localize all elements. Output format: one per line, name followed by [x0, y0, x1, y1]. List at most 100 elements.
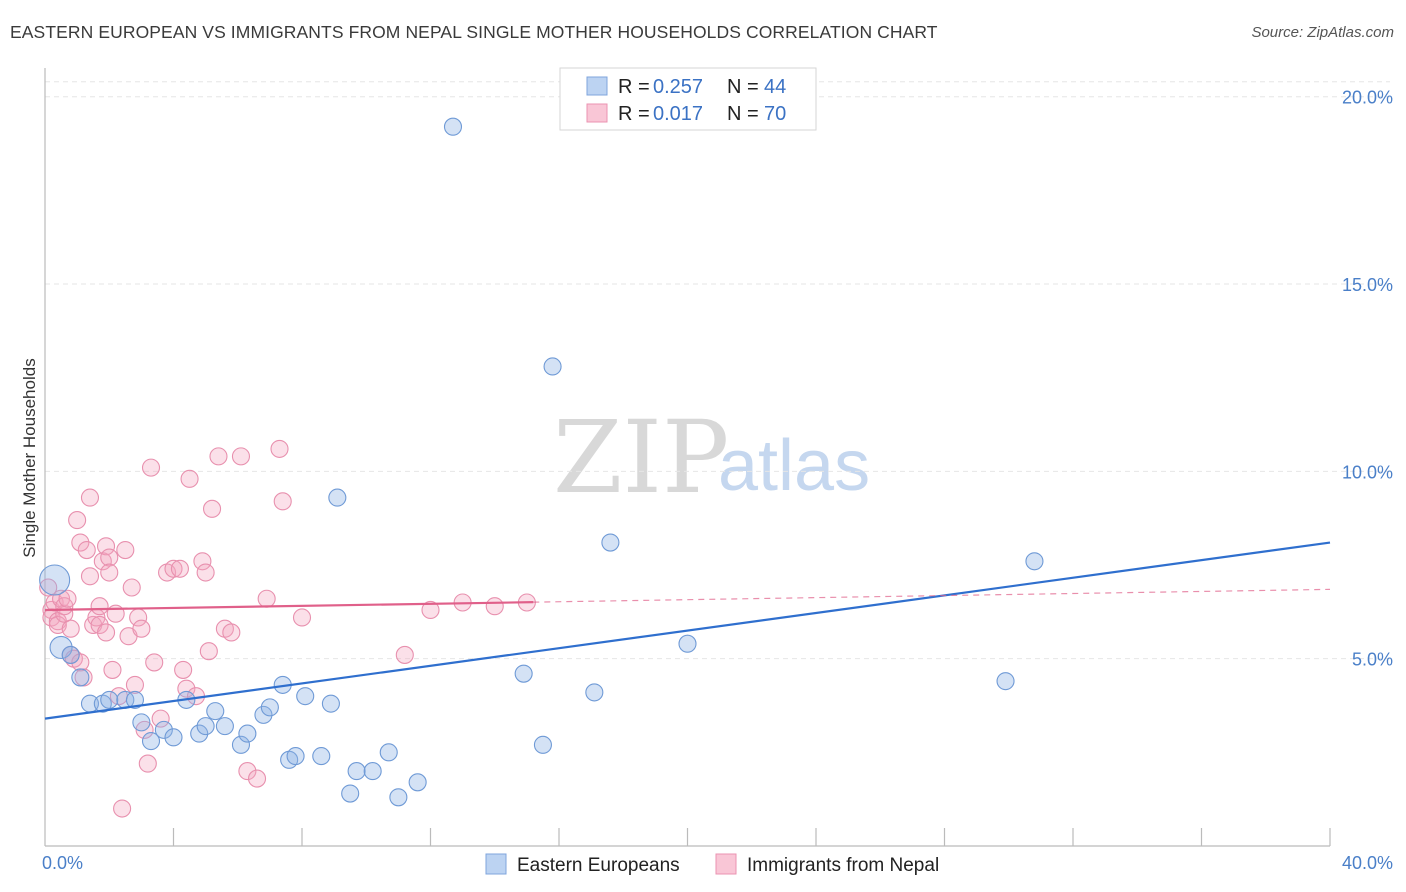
eastern-point	[196, 717, 215, 736]
eastern-trendline	[44, 541, 1331, 720]
y-axis-label: Single Mother Households	[20, 358, 39, 557]
eastern-point	[206, 702, 225, 721]
nepal-point	[138, 754, 157, 773]
x-tick-label-min: 0.0%	[42, 853, 83, 873]
nepal-point	[292, 608, 312, 627]
nepal-point	[270, 439, 289, 458]
eastern-point	[286, 747, 305, 766]
nepal-point	[174, 660, 193, 679]
eastern-point	[533, 735, 552, 754]
nepal-point	[273, 492, 292, 511]
nepal-point	[96, 623, 116, 642]
eastern-point	[132, 713, 151, 732]
nepal-point	[39, 578, 58, 597]
nepal-point	[485, 597, 504, 616]
legend-n-value-nepal: 70	[764, 103, 786, 125]
nepal-point	[193, 552, 212, 571]
nepal-point	[231, 447, 251, 466]
eastern-point	[347, 762, 366, 781]
legend-r-label-eastern: R =	[618, 76, 650, 98]
eastern-point	[254, 705, 273, 724]
nepal-point	[145, 653, 164, 672]
nepal-point	[90, 597, 109, 616]
nepal-point	[113, 799, 132, 818]
eastern-point	[408, 773, 427, 792]
bottom-legend-label-nepal: Immigrants from Nepal	[747, 855, 939, 876]
legend-n-label-eastern: N =	[727, 76, 759, 98]
nepal-trendline-dashed	[533, 588, 1331, 603]
bottom-legend: Eastern Europeans Immigrants from Nepal	[485, 853, 939, 876]
eastern-point	[321, 694, 340, 713]
bottom-legend-swatch-eastern	[485, 853, 507, 875]
legend-n-value-eastern: 44	[764, 76, 786, 98]
eastern-point	[141, 732, 161, 751]
eastern-point	[389, 788, 408, 807]
nepal-point	[141, 458, 161, 477]
eastern-point	[125, 690, 144, 709]
nepal-points	[39, 439, 536, 818]
nepal-point	[209, 447, 228, 466]
eastern-point	[231, 735, 251, 754]
y-tick-label: 5.0%	[1352, 650, 1393, 670]
y-tick-label: 20.0%	[1342, 88, 1393, 108]
eastern-point	[154, 720, 173, 739]
eastern-point	[61, 645, 80, 664]
eastern-point	[71, 668, 90, 687]
eastern-point	[190, 724, 209, 743]
eastern-point	[363, 762, 382, 781]
chart-source: Source: ZipAtlas.com	[1251, 24, 1394, 41]
nepal-point	[122, 578, 141, 597]
x-tick-labels: 0.0% 40.0%	[42, 853, 1393, 873]
gridlines	[45, 81, 1390, 660]
nepal-point	[58, 589, 77, 608]
eastern-point	[215, 717, 234, 736]
nepal-point	[116, 540, 135, 560]
eastern-point	[678, 634, 697, 653]
nepal-point	[96, 537, 116, 556]
nepal-trendline-solid	[44, 601, 534, 612]
legend-swatch-eastern	[586, 76, 608, 96]
eastern-point	[39, 564, 71, 596]
eastern-point	[312, 747, 331, 766]
eastern-point	[260, 698, 279, 717]
nepal-point	[103, 660, 122, 679]
nepal-point	[247, 769, 267, 788]
chart-title: EASTERN EUROPEAN VS IMMIGRANTS FROM NEPA…	[10, 22, 938, 42]
eastern-point	[514, 664, 533, 683]
legend-swatch-nepal	[586, 103, 608, 123]
nepal-point	[100, 563, 119, 582]
eastern-point	[328, 488, 347, 507]
eastern-point	[996, 672, 1015, 691]
nepal-point	[180, 469, 199, 488]
nepal-point	[222, 623, 241, 642]
nepal-point	[71, 653, 90, 672]
eastern-point	[341, 784, 360, 803]
nepal-point	[80, 488, 100, 507]
watermark-zip: ZIP	[553, 399, 729, 516]
nepal-point	[132, 619, 151, 638]
nepal-point	[170, 559, 189, 578]
eastern-point	[296, 687, 315, 706]
nepal-point	[125, 675, 144, 694]
nepal-point	[77, 540, 96, 560]
bottom-legend-swatch-nepal	[715, 853, 737, 875]
nepal-point	[71, 533, 90, 552]
eastern-point	[585, 683, 604, 702]
nepal-point	[151, 709, 170, 728]
legend-r-label-nepal: R =	[618, 103, 650, 125]
nepal-point	[68, 511, 87, 530]
nepal-point	[80, 567, 100, 586]
nepal-point	[238, 762, 257, 781]
eastern-point	[443, 117, 463, 136]
nepal-point	[90, 615, 109, 635]
legend-r-value-nepal: 0.017	[653, 103, 703, 125]
nepal-point	[196, 563, 215, 582]
nepal-point	[199, 642, 218, 661]
eastern-point	[100, 690, 119, 709]
eastern-point	[379, 743, 398, 762]
nepal-point	[61, 619, 80, 638]
nepal-point	[164, 559, 183, 578]
nepal-point	[395, 645, 414, 664]
nepal-point	[421, 600, 440, 620]
